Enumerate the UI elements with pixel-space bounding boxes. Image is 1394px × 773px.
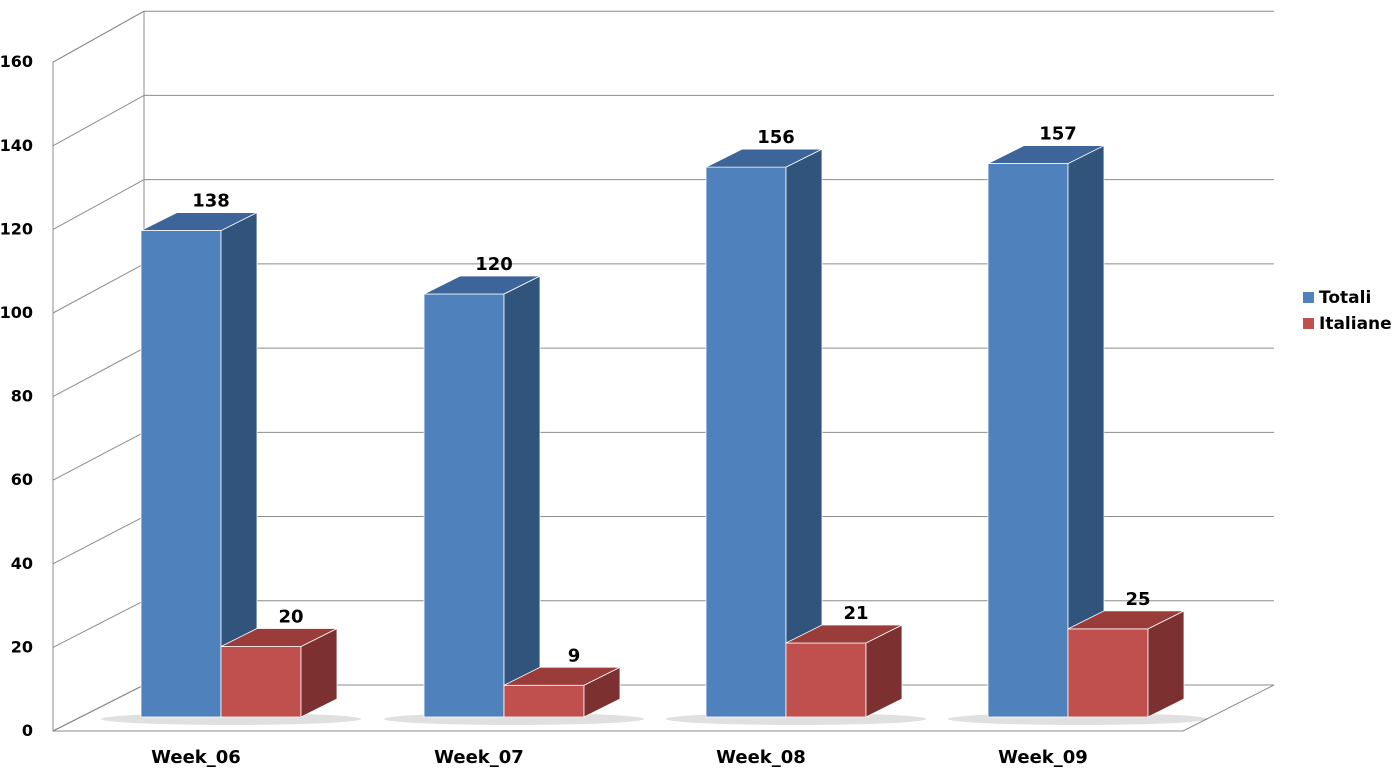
data-label: 157 xyxy=(1039,124,1077,145)
x-tick-label: Week_08 xyxy=(716,747,806,768)
bar xyxy=(987,144,1105,718)
bar xyxy=(220,627,338,718)
bar xyxy=(140,211,258,718)
y-tick-label: 20 xyxy=(11,637,33,656)
legend-label: Totali xyxy=(1319,288,1371,308)
legend-label: Italiane xyxy=(1319,314,1392,334)
gridline xyxy=(52,94,1274,147)
x-tick-label: Week_09 xyxy=(998,747,1088,768)
gridline xyxy=(52,10,1274,63)
x-tick-label: Week_07 xyxy=(434,747,524,768)
data-label: 20 xyxy=(278,607,303,628)
data-label: 25 xyxy=(1125,589,1150,610)
bar xyxy=(705,148,823,718)
bar xyxy=(1067,610,1185,718)
y-tick-label: 60 xyxy=(11,470,33,489)
data-label: 9 xyxy=(568,645,581,666)
legend-item: Italiane xyxy=(1303,314,1392,334)
y-tick-label: 80 xyxy=(11,387,33,406)
bar xyxy=(785,624,903,718)
bar xyxy=(423,275,541,718)
data-label: 120 xyxy=(475,254,513,275)
side-wall xyxy=(52,10,145,732)
y-tick-label: 120 xyxy=(0,219,33,238)
legend: Totali Italiane xyxy=(1303,288,1392,334)
legend-item: Totali xyxy=(1303,288,1371,308)
y-tick-label: 40 xyxy=(11,554,33,573)
data-label: 156 xyxy=(757,127,795,148)
y-tick-label: 160 xyxy=(0,52,33,71)
bars: 138 20 120 9 156 21 157 25 xyxy=(101,124,1208,725)
legend-swatch xyxy=(1303,292,1314,303)
data-label: 138 xyxy=(192,191,230,212)
data-label: 21 xyxy=(843,603,868,624)
y-axis-ticks: 0 20 40 60 80 100 120 140 160 xyxy=(0,52,33,740)
legend-swatch xyxy=(1303,318,1314,329)
y-tick-label: 100 xyxy=(0,303,33,322)
x-tick-label: Week_06 xyxy=(151,747,241,768)
bar xyxy=(503,666,621,718)
y-tick-label: 0 xyxy=(22,721,33,740)
x-axis-ticks: Week_06 Week_07 Week_08 Week_09 xyxy=(151,747,1088,768)
y-tick-label: 140 xyxy=(0,136,33,155)
